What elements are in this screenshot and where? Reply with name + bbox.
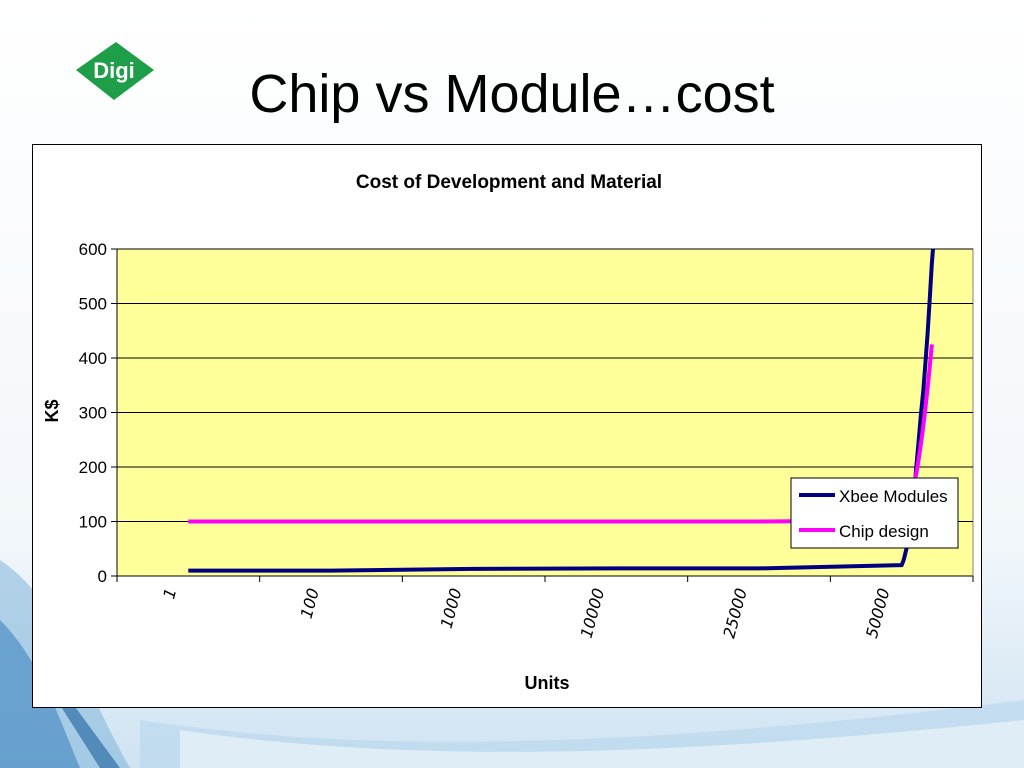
chart-title: Cost of Development and Material: [356, 172, 662, 193]
chart-frame: Cost of Development and Material 0 100 200…: [32, 144, 982, 708]
y-tick-label: 0: [98, 567, 107, 586]
y-tick-label: 300: [79, 404, 107, 423]
legend-label-xbee-modules: Xbee Modules: [839, 487, 948, 506]
x-tick-label: 50000: [862, 586, 894, 640]
legend: Xbee Modules Chip design: [790, 477, 959, 549]
y-tick-label: 400: [79, 349, 107, 368]
x-tick-label: 1: [159, 586, 180, 601]
x-tick-label: 100: [297, 586, 323, 620]
line-chart: Cost of Development and Material 0 100 200…: [42, 172, 974, 693]
x-axis-label: Units: [525, 673, 570, 693]
digi-logo: Digi: [76, 42, 154, 100]
y-tick-label: 600: [79, 240, 107, 259]
x-tick-label: 25000: [719, 586, 751, 640]
x-tick-label: 1000: [437, 586, 466, 630]
y-tick-label: 100: [79, 513, 107, 532]
legend-label-chip-design: Chip design: [839, 522, 929, 541]
y-tick-label: 200: [79, 458, 107, 477]
y-axis-label: K$: [42, 399, 62, 422]
svg-text:Digi: Digi: [93, 58, 135, 83]
y-tick-label: 500: [79, 295, 107, 314]
x-tick-label: 10000: [577, 586, 609, 640]
slide-title: Chip vs Module…cost: [249, 64, 775, 124]
legend-box: [790, 477, 959, 549]
